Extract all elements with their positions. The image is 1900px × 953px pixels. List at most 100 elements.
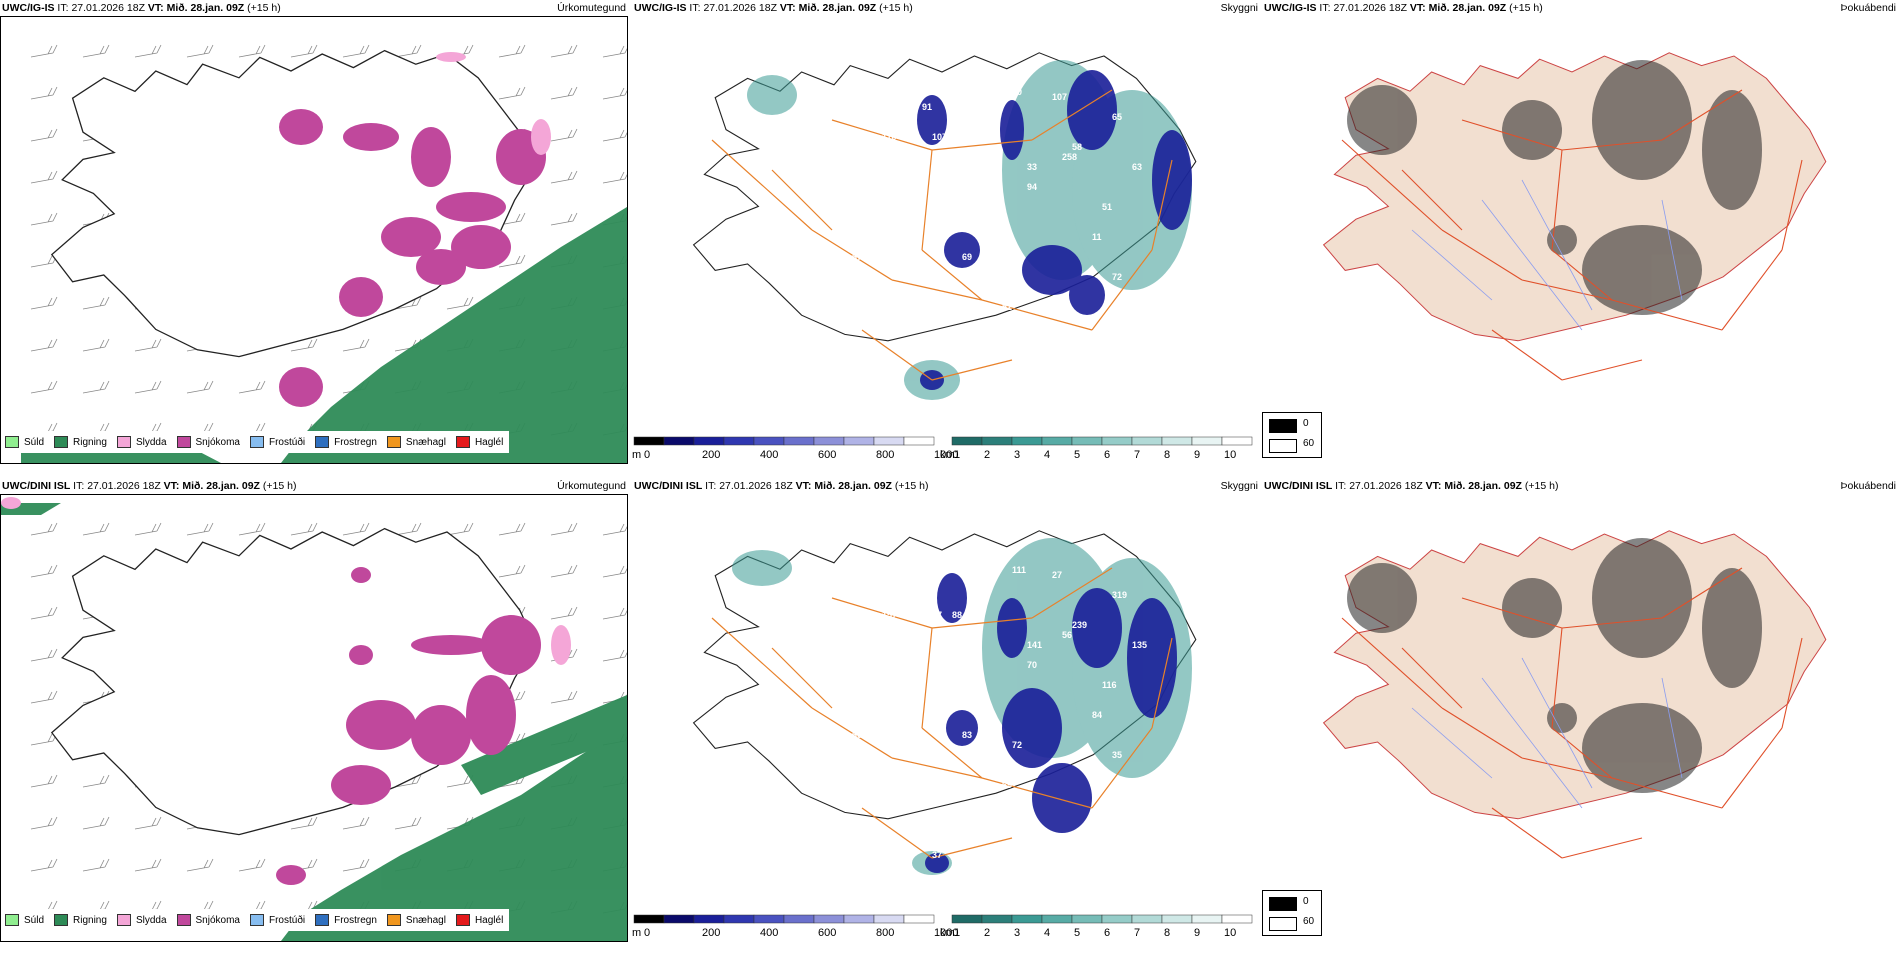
visibility-km-swatch	[1161, 914, 1193, 924]
visibility-km-tick: 3	[1014, 449, 1020, 461]
wind-barb	[602, 171, 627, 184]
wind-barb	[550, 606, 578, 620]
legend-swatch	[455, 436, 470, 448]
visibility-km-tick: 10	[1224, 927, 1236, 939]
legend-item: Slydda	[116, 436, 167, 448]
fog-black-swatch	[1269, 419, 1297, 433]
wind-barb	[30, 212, 58, 226]
wind-barb	[134, 338, 162, 352]
visibility-m-swatch	[663, 436, 695, 446]
fog-white-swatch	[1269, 439, 1297, 453]
wind-barb	[186, 858, 214, 872]
visibility-value-label: 83	[962, 730, 972, 740]
wind-barb	[82, 816, 110, 830]
wind-barb	[602, 129, 627, 142]
fog-legend: 0 60	[1262, 890, 1322, 936]
wind-barb	[30, 338, 58, 352]
visibility-value-label: 11	[1092, 232, 1102, 242]
wind-barb	[30, 170, 58, 184]
legend-swatch	[315, 436, 330, 448]
road-line	[1521, 757, 1613, 779]
road-line	[1491, 329, 1563, 381]
visibility-value-label: 319	[1112, 590, 1127, 600]
visibility-km-tick: 5	[1074, 449, 1080, 461]
panel-title: Þokuábendi	[1840, 480, 1896, 492]
legend-swatch	[249, 914, 264, 926]
visibility-km-swatch	[1131, 914, 1163, 924]
visibility-km-tick: 3	[1014, 927, 1020, 939]
visibility-m-tick: 200	[702, 449, 720, 461]
road-line	[1091, 727, 1153, 809]
visibility-m-swatch	[843, 436, 875, 446]
wind-barb	[30, 816, 58, 830]
visibility-value-label: 67	[852, 252, 862, 262]
visibility-km-swatch	[1191, 914, 1223, 924]
visibility-m-tick: 0	[644, 927, 650, 939]
road-line	[1551, 727, 1613, 779]
legend-swatch	[176, 436, 191, 448]
visibility-value-label: 110	[882, 132, 897, 142]
visibility-km-swatch	[1161, 436, 1193, 446]
road-line	[711, 617, 813, 709]
wind-barb	[30, 522, 58, 536]
river-line	[1481, 677, 1583, 809]
visibility-m-swatch	[873, 914, 905, 924]
wind-barb	[134, 522, 162, 536]
wind-barb	[290, 338, 318, 352]
panel-title: Úrkomutegund	[557, 480, 626, 492]
visibility-m-tick: 0	[644, 449, 650, 461]
wind-barb	[446, 522, 474, 536]
legend-label: Snæhagl	[405, 436, 446, 448]
visibility-value-label: 218	[922, 580, 937, 590]
road-line	[811, 707, 893, 759]
road-line	[771, 169, 833, 231]
visibility-value-label: 84	[1092, 710, 1102, 720]
visibility-km-swatch	[1041, 914, 1073, 924]
road-line	[1551, 627, 1563, 729]
legend-label: Súld	[24, 436, 45, 448]
visibility-m-tick: 600	[818, 449, 836, 461]
road-line	[1551, 149, 1563, 251]
fog-map	[1322, 530, 1827, 859]
visibility-value-label: 121	[852, 560, 867, 570]
legend-item: Haglél	[455, 914, 503, 926]
visibility-m-swatch	[723, 914, 755, 924]
visibility-m-swatch	[813, 436, 845, 446]
wind-barb	[82, 522, 110, 536]
wind-barb	[602, 607, 627, 620]
legend-item: Súld	[5, 914, 44, 926]
fog-white-swatch	[1269, 917, 1297, 931]
wind-barb	[602, 45, 627, 58]
visibility-m-swatch	[873, 436, 905, 446]
wind-barb	[134, 380, 162, 394]
map-frame: Súld Rigning Slydda Snjókoma Frostúði Frostre…	[0, 494, 628, 942]
legend-label: Snæhagl	[405, 914, 446, 926]
wind-barb	[186, 44, 214, 58]
visibility-m-tick: 400	[760, 449, 778, 461]
wind-barb	[238, 380, 266, 394]
legend-swatch	[5, 436, 19, 448]
wind-barb	[134, 858, 162, 872]
visibility-value-label: 60	[852, 730, 862, 740]
wind-barb	[134, 44, 162, 58]
visibility-km-tick: 2	[984, 449, 990, 461]
run-header: UWC/IG-IS IT: 27.01.2026 18Z VT: Mið. 28…	[634, 2, 913, 14]
road-line	[1441, 229, 1523, 281]
run-header: UWC/IG-IS IT: 27.01.2026 18Z VT: Mið. 28…	[1264, 2, 1543, 14]
river-line	[1661, 199, 1683, 301]
visibility-km-tick: 6	[1104, 449, 1110, 461]
wind-barb	[30, 858, 58, 872]
wind-barb	[602, 565, 627, 578]
road-line	[811, 229, 893, 281]
road-line	[831, 119, 933, 151]
wind-barb	[498, 86, 526, 100]
precip-type-panel: UWC/IG-IS IT: 27.01.2026 18Z VT: Mið. 28…	[0, 0, 630, 475]
visibility-panel: UWC/IG-IS IT: 27.01.2026 18Z VT: Mið. 28…	[632, 0, 1262, 475]
wind-barb	[602, 649, 627, 662]
road-line	[1521, 279, 1613, 301]
river-line	[1411, 229, 1493, 301]
wind-barb	[498, 522, 526, 536]
visibility-value-label: 107	[932, 132, 947, 142]
